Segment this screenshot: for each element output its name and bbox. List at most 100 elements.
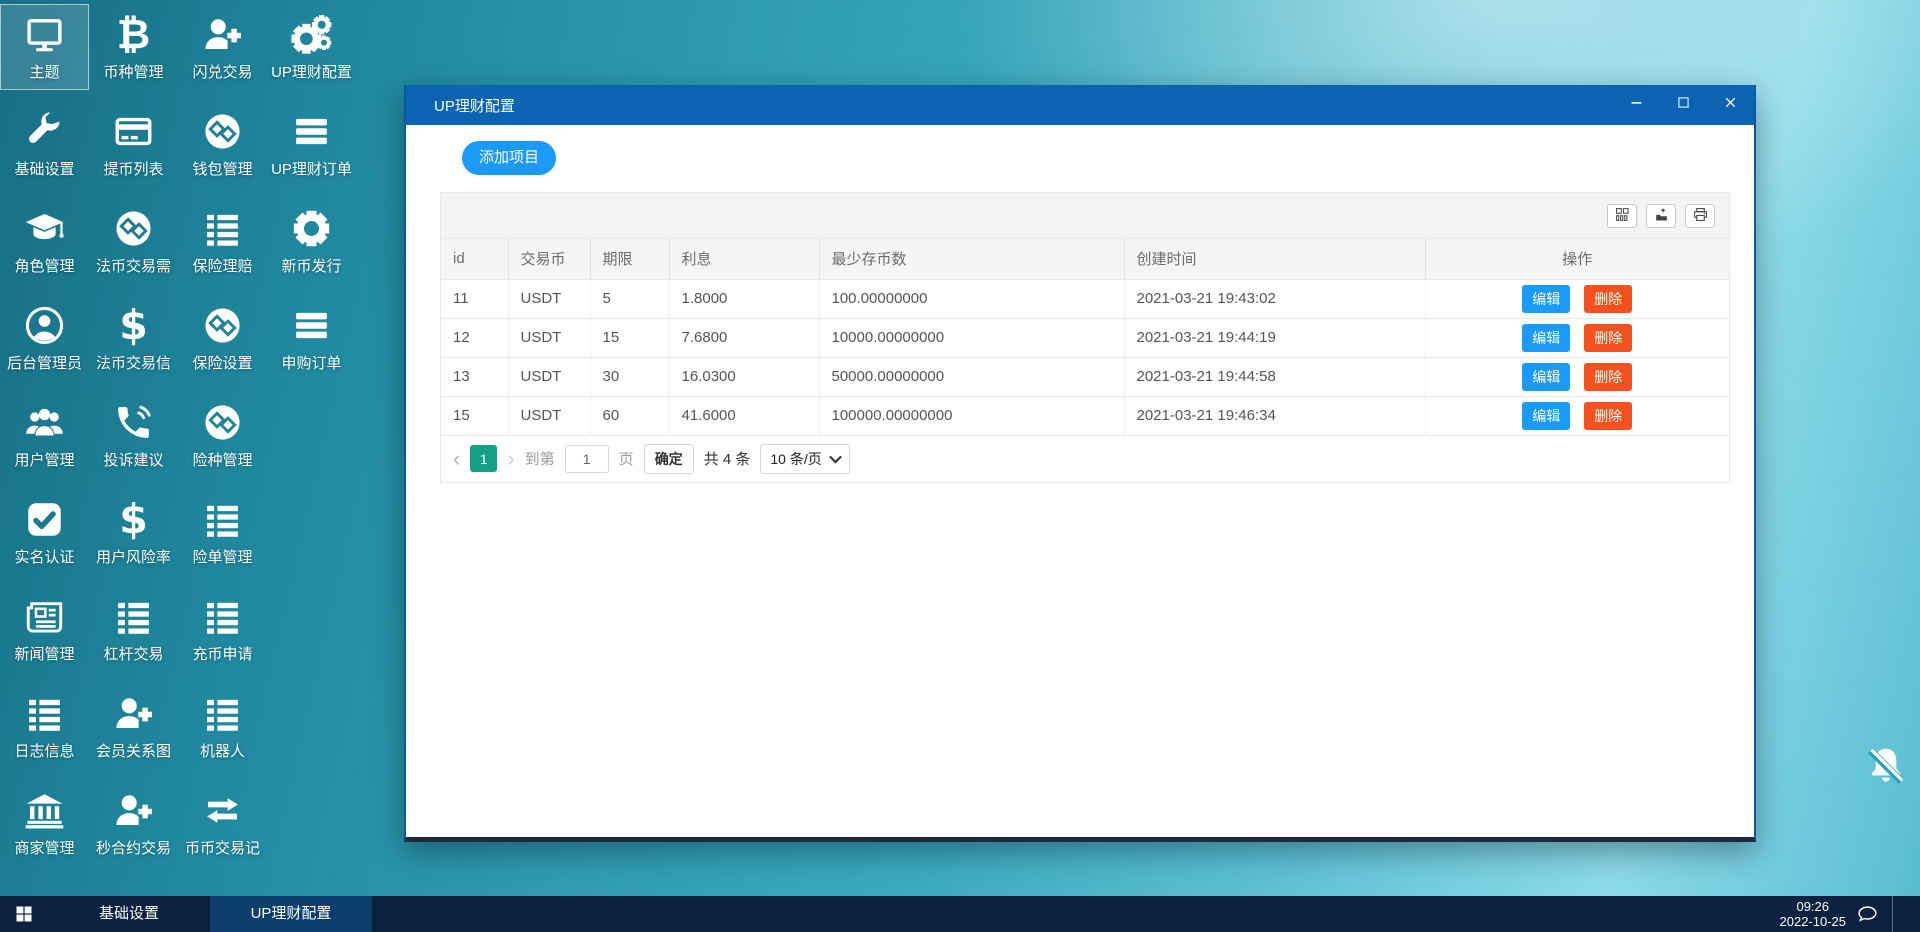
page-next-button[interactable]: ›: [507, 445, 515, 471]
desktop-shortcut[interactable]: 法币交易需: [89, 198, 178, 284]
desktop-shortcut[interactable]: 基础设置: [0, 101, 89, 187]
edit-button[interactable]: 编辑: [1522, 323, 1571, 352]
taskbar-task[interactable]: 基础设置: [98, 905, 159, 922]
bars-icon: [291, 301, 332, 349]
gear-icon: [291, 204, 332, 252]
desktop-shortcut-label: 主题: [29, 64, 60, 81]
desktop-shortcut[interactable]: 机器人: [178, 683, 267, 769]
desktop-shortcut-label: 币种管理: [103, 64, 164, 81]
desktop-shortcut[interactable]: 杠杆交易: [89, 586, 178, 672]
delete-button[interactable]: 删除: [1584, 323, 1633, 352]
desktop-shortcut[interactable]: 提币列表: [89, 101, 178, 187]
desktop-shortcut[interactable]: UP理财订单: [267, 101, 356, 187]
taskbar: 基础设置 UP理财配置 09:26 2022-10-25: [0, 896, 1920, 932]
table-cell: 1.8000: [669, 279, 820, 319]
minimize-button[interactable]: [1613, 85, 1660, 125]
desktop-shortcut[interactable]: 新闻管理: [0, 586, 89, 672]
taskbar-task[interactable]: UP理财配置: [210, 896, 372, 932]
table-cell: 100000.00000000: [819, 396, 1125, 436]
page-size-select[interactable]: 10 条/页: [760, 443, 850, 474]
page-number-button[interactable]: 1: [470, 445, 498, 472]
column-header: id: [441, 239, 509, 280]
page-size-label: 10 条/页: [770, 450, 822, 467]
desktop-shortcut-label: 角色管理: [14, 258, 75, 275]
table-cell: 10000.00000000: [819, 318, 1125, 358]
table-cell: 2021-03-21 19:44:58: [1124, 357, 1426, 397]
desktop-shortcut-label: 会员关系图: [95, 743, 171, 760]
desktop-icon-column: UP理财配置 UP理财订单新币发行申购订单: [267, 4, 356, 877]
delete-button[interactable]: 删除: [1584, 362, 1633, 391]
user-plus-icon: [113, 786, 154, 834]
list-icon: [202, 689, 243, 737]
wrench-icon: [24, 107, 65, 155]
table-cell: 15: [441, 396, 509, 436]
desktop-shortcut[interactable]: 投诉建议: [89, 392, 178, 478]
bell-muted-icon[interactable]: [1864, 744, 1908, 788]
print-button[interactable]: [1685, 203, 1715, 228]
desktop-shortcut-label: UP理财配置: [271, 64, 352, 81]
desktop-shortcut[interactable]: 申购订单: [267, 295, 356, 381]
row-actions: 编辑 删除: [1425, 318, 1729, 358]
desktop-shortcut-label: 闪兑交易: [192, 64, 253, 81]
window-titlebar[interactable]: UP理财配置: [406, 85, 1754, 125]
desktop-shortcut-label: 法币交易需: [95, 258, 171, 275]
columns-toggle-button[interactable]: [1607, 203, 1637, 228]
total-count-label: 共 4 条: [703, 451, 751, 468]
start-button[interactable]: [0, 896, 48, 932]
table-cell: 60: [590, 396, 670, 436]
desktop-shortcut[interactable]: 主题: [0, 4, 89, 90]
desktop-shortcut[interactable]: 闪兑交易: [178, 4, 267, 90]
desktop-shortcut[interactable]: $ 法币交易信: [89, 295, 178, 381]
add-item-button[interactable]: 添加项目: [462, 141, 557, 175]
desktop-shortcut[interactable]: 实名认证: [0, 489, 89, 575]
table-cell: 2021-03-21 19:43:02: [1124, 279, 1426, 319]
desktop-shortcut-label: 申购订单: [281, 355, 342, 372]
desktop-shortcut[interactable]: 用户管理: [0, 392, 89, 478]
desktop-shortcut[interactable]: 会员关系图: [89, 683, 178, 769]
desktop-shortcut[interactable]: 后台管理员: [0, 295, 89, 381]
desktop-shortcut-label: 商家管理: [14, 840, 75, 857]
table-header-row: id 交易币 期限 利息 最少存币数 创建时间 操作: [441, 239, 1729, 280]
desktop-shortcut[interactable]: 日志信息: [0, 683, 89, 769]
column-header: 利息: [669, 239, 820, 280]
desktop-shortcut-label: UP理财订单: [271, 161, 352, 178]
edit-button[interactable]: 编辑: [1522, 401, 1571, 430]
desktop-icon-column: 主题基础设置角色管理后台管理员用户管理实名认证新闻管理日志信息商家管理: [0, 4, 89, 877]
list-icon: [113, 592, 154, 640]
desktop-shortcut[interactable]: 充币申请: [178, 586, 267, 672]
credit-card-icon: [113, 107, 154, 155]
taskbar-clock[interactable]: 09:26 2022-10-25: [1780, 899, 1847, 929]
desktop-shortcut[interactable]: 新币发行: [267, 198, 356, 284]
delete-button[interactable]: 删除: [1584, 401, 1633, 430]
desktop-shortcut[interactable]: UP理财配置: [267, 4, 356, 90]
delete-button[interactable]: 删除: [1584, 284, 1633, 313]
row-actions: 编辑 删除: [1425, 396, 1729, 436]
desktop-shortcut[interactable]: 钱包管理: [178, 101, 267, 187]
edit-button[interactable]: 编辑: [1522, 362, 1571, 391]
desktop-shortcut[interactable]: 险种管理: [178, 392, 267, 478]
export-button[interactable]: [1646, 203, 1676, 228]
desktop-shortcut[interactable]: 商家管理: [0, 780, 89, 866]
close-button[interactable]: [1707, 85, 1754, 125]
desktop-shortcut[interactable]: 币币交易记: [178, 780, 267, 866]
desktop-shortcut[interactable]: 角色管理: [0, 198, 89, 284]
edit-button[interactable]: 编辑: [1522, 284, 1571, 313]
window-body: 添加项目 id 交易币 期限 利息 最少存币数 创建时间 操作 11 USDT 5 1.8000 1…: [406, 125, 1754, 837]
page-prev-button[interactable]: ‹: [453, 445, 461, 471]
goto-page-input[interactable]: [564, 444, 609, 473]
confirm-button[interactable]: 确定: [643, 443, 694, 474]
desktop-shortcut[interactable]: $ 用户风险率: [89, 489, 178, 575]
desktop-shortcut[interactable]: ₿ 币种管理: [89, 4, 178, 90]
window-title: UP理财配置: [434, 97, 515, 115]
table-cell: 5: [590, 279, 670, 319]
maximize-button[interactable]: [1660, 85, 1707, 125]
column-header: 期限: [590, 239, 670, 280]
table-cell: 30: [590, 357, 670, 397]
newspaper-icon: [24, 592, 65, 640]
chat-bubble-icon[interactable]: [1854, 901, 1880, 927]
desktop-shortcut[interactable]: 险单管理: [178, 489, 267, 575]
list-icon: [24, 689, 65, 737]
desktop-shortcut[interactable]: 保险设置: [178, 295, 267, 381]
desktop-shortcut[interactable]: 保险理赔: [178, 198, 267, 284]
desktop-shortcut[interactable]: 秒合约交易: [89, 780, 178, 866]
